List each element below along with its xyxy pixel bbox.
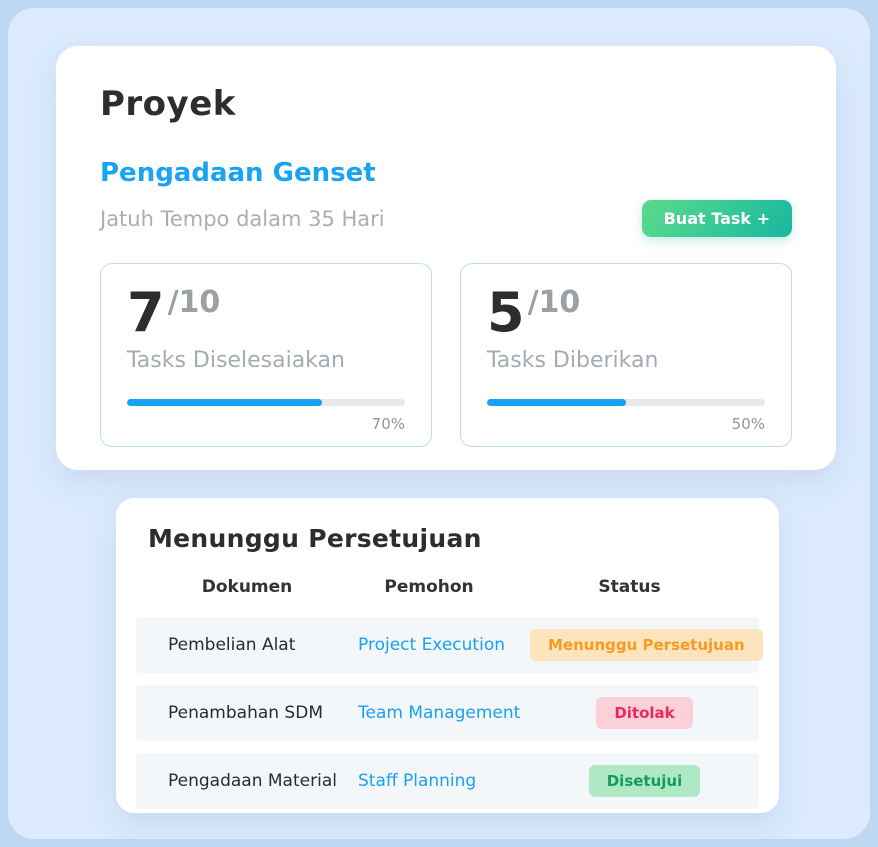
stat-percent-label: 50% xyxy=(731,415,765,433)
pemohon-link[interactable]: Project Execution xyxy=(358,635,505,655)
stat-value-line: 5 /10 xyxy=(487,286,765,340)
table-header-row: Dokumen Pemohon Status xyxy=(136,573,759,605)
stat-label: Tasks Diberikan xyxy=(487,348,659,373)
column-header-status: Status xyxy=(598,577,661,597)
project-name: Pengadaan Genset xyxy=(100,158,376,188)
progress-bar-fill xyxy=(127,399,322,406)
status-badge: Menunggu Persetujuan xyxy=(530,629,763,661)
column-header-pemohon: Pemohon xyxy=(384,577,474,597)
status-badge: Ditolak xyxy=(596,697,693,729)
dokumen-cell: Penambahan SDM xyxy=(168,703,323,723)
due-date-text: Jatuh Tempo dalam 35 Hari xyxy=(100,206,385,231)
progress-bar-track xyxy=(487,399,765,406)
status-badge: Disetujui xyxy=(588,765,701,797)
project-summary-card: Proyek Pengadaan Genset Jatuh Tempo dala… xyxy=(56,46,836,470)
stat-value-line: 7 /10 xyxy=(127,286,405,340)
table-row[interactable]: Penambahan SDM Team Management Ditolak xyxy=(136,685,759,741)
approvals-title: Menunggu Persetujuan xyxy=(148,524,482,553)
dokumen-cell: Pembelian Alat xyxy=(168,635,296,655)
dokumen-cell: Pengadaan Material xyxy=(168,771,337,791)
table-row[interactable]: Pengadaan Material Staff Planning Disetu… xyxy=(136,753,759,809)
page-background: Proyek Pengadaan Genset Jatuh Tempo dala… xyxy=(8,8,870,839)
stat-tile-tasks-assigned: 5 /10 Tasks Diberikan 50% xyxy=(460,263,792,447)
stat-value: 5 xyxy=(487,281,525,344)
stat-total: /10 xyxy=(527,285,581,320)
stat-value: 7 xyxy=(127,281,165,344)
column-header-dokumen: Dokumen xyxy=(201,577,293,597)
progress-bar-fill xyxy=(487,399,626,406)
progress-bar-track xyxy=(127,399,405,406)
stat-tile-tasks-completed: 7 /10 Tasks Diselesaiakan 70% xyxy=(100,263,432,447)
stat-total: /10 xyxy=(167,285,221,320)
stat-percent-label: 70% xyxy=(371,415,405,433)
pemohon-link[interactable]: Team Management xyxy=(358,703,521,723)
stat-label: Tasks Diselesaiakan xyxy=(127,348,345,373)
page-title: Proyek xyxy=(100,84,236,124)
due-row: Jatuh Tempo dalam 35 Hari Buat Task + xyxy=(100,200,792,237)
stats-row: 7 /10 Tasks Diselesaiakan 70% 5 /10 Task… xyxy=(100,263,792,447)
pemohon-link[interactable]: Staff Planning xyxy=(358,771,477,791)
create-task-button[interactable]: Buat Task + xyxy=(641,200,792,237)
table-row[interactable]: Pembelian Alat Project Execution Menungg… xyxy=(136,617,763,673)
pending-approvals-card: Menunggu Persetujuan Dokumen Pemohon Sta… xyxy=(116,498,779,813)
